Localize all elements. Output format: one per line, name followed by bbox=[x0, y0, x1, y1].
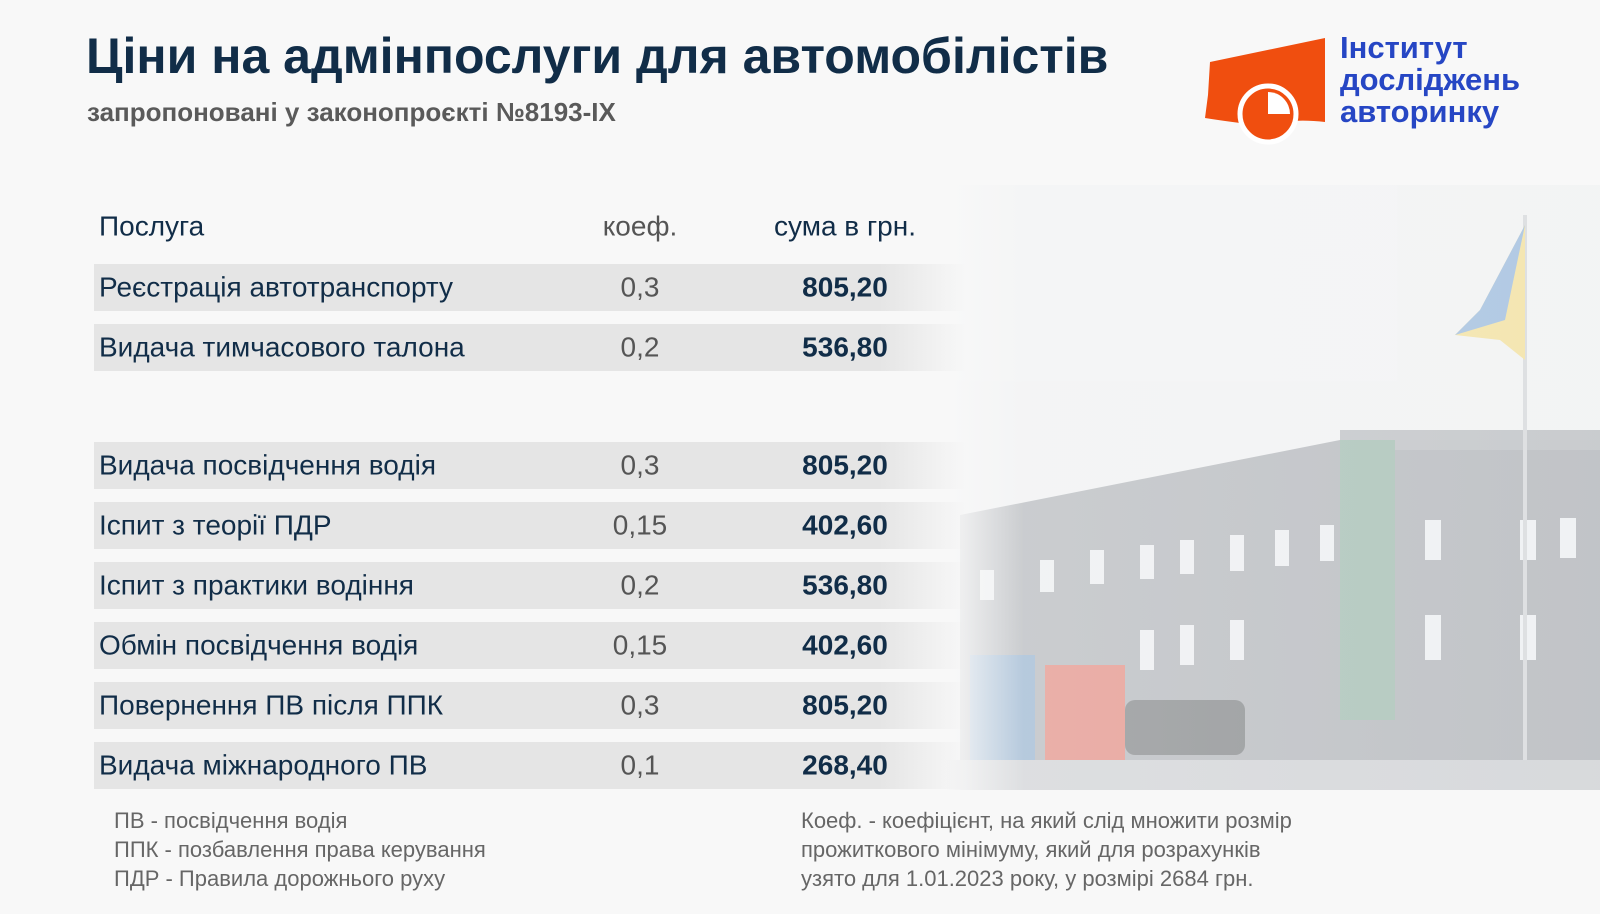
coefficient: 0,3 bbox=[621, 271, 660, 302]
table-row bbox=[94, 502, 966, 549]
coefficient: 0,2 bbox=[621, 569, 660, 600]
logo-text: Інститут bbox=[1340, 30, 1468, 65]
coefficient: 0,2 bbox=[621, 331, 660, 362]
subtitle: запропоновані у законопроєкті №8193-IX bbox=[87, 97, 617, 127]
table-row bbox=[94, 742, 966, 789]
coefficient: 0,3 bbox=[621, 689, 660, 720]
title: Ціни на адмінпослуги для автомобілістів bbox=[86, 28, 1108, 84]
service-name: Повернення ПВ після ППК bbox=[99, 689, 444, 720]
price: 805,20 bbox=[802, 271, 888, 302]
price: 536,80 bbox=[802, 331, 888, 362]
table-row bbox=[94, 324, 966, 371]
photo-fade bbox=[945, 185, 1600, 790]
price: 402,60 bbox=[802, 629, 888, 660]
logo-text: досліджень bbox=[1340, 62, 1520, 97]
column-header: сума в грн. bbox=[774, 210, 916, 241]
service-name: Видача тимчасового талона bbox=[99, 331, 465, 362]
coefficient-note: прожиткового мінімуму, який для розрахун… bbox=[801, 837, 1261, 862]
price: 268,40 bbox=[802, 749, 888, 780]
logo: Інститут досліджень авторинку bbox=[1205, 30, 1520, 145]
price: 536,80 bbox=[802, 569, 888, 600]
coefficient: 0,3 bbox=[621, 449, 660, 480]
price: 402,60 bbox=[802, 509, 888, 540]
coefficient-note: узято для 1.01.2023 року, у розмірі 2684… bbox=[801, 866, 1253, 891]
table-row bbox=[94, 442, 966, 489]
column-header: коеф. bbox=[603, 210, 678, 241]
coefficient: 0,15 bbox=[613, 509, 668, 540]
column-header: Послуга bbox=[99, 210, 205, 241]
service-name: Реєстрація автотранспорту bbox=[99, 271, 453, 302]
service-name: Іспит з практики водіння bbox=[99, 569, 414, 600]
price: 805,20 bbox=[802, 689, 888, 720]
service-name: Видача посвідчення водія bbox=[99, 449, 436, 480]
table-row bbox=[94, 682, 966, 729]
coefficient: 0,1 bbox=[621, 749, 660, 780]
notes: ПВ - посвідчення водія ППК - позбавлення … bbox=[114, 808, 1292, 891]
logo-text: авторинку bbox=[1340, 94, 1500, 129]
table-row bbox=[94, 562, 966, 609]
table-row bbox=[94, 622, 966, 669]
coefficient: 0,15 bbox=[613, 629, 668, 660]
service-name: Видача міжнародного ПВ bbox=[99, 749, 427, 780]
price: 805,20 bbox=[802, 449, 888, 480]
abbreviation-note: ПВ - посвідчення водія bbox=[114, 808, 347, 833]
coefficient-note: Коеф. - коефіцієнт, на який слід множити… bbox=[801, 808, 1292, 833]
abbreviation-note: ППК - позбавлення права керування bbox=[114, 837, 486, 862]
table-row bbox=[94, 264, 966, 311]
abbreviation-note: ПДР - Правила дорожнього руху bbox=[114, 866, 445, 891]
table-rows: Реєстрація автотранспорту 0,3 805,20 Видача… bbox=[94, 264, 966, 789]
service-name: Іспит з теорії ПДР bbox=[99, 509, 332, 540]
service-name: Обмін посвідчення водія bbox=[99, 629, 418, 660]
